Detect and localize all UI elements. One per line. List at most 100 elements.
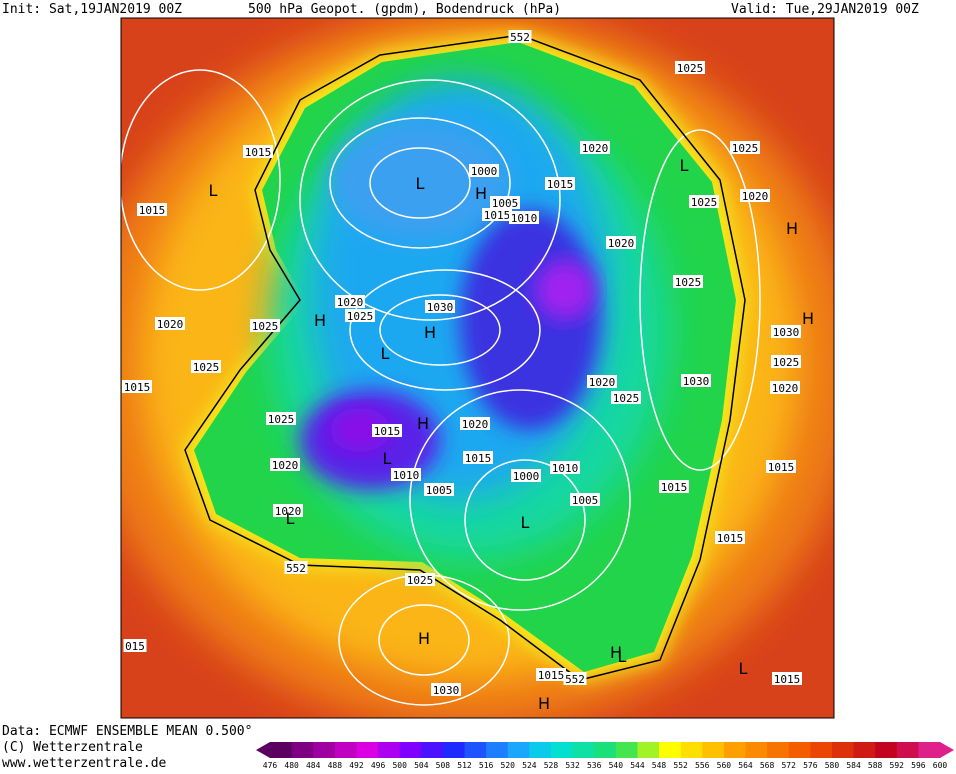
- isobar-label: 1025: [773, 356, 800, 369]
- label-box: [689, 195, 719, 208]
- isobar-label: 1015: [661, 481, 688, 494]
- isobar-label: 1015: [768, 461, 795, 474]
- data-source: Data: ECMWF ENSEMBLE MEAN 0.500°: [2, 724, 252, 739]
- colorbar-bin: [896, 742, 919, 758]
- isobar-label: 1025: [691, 196, 718, 209]
- colorbar-tick-label: 488: [328, 761, 343, 770]
- colorbar-tick-label: 544: [630, 761, 645, 770]
- colorbar-tick-label: 540: [609, 761, 624, 770]
- pressure-center: L: [739, 659, 748, 678]
- pressure-center: H: [424, 323, 436, 342]
- label-box: [730, 141, 760, 154]
- colorbar-tick-label: 576: [803, 761, 818, 770]
- pressure-center: L: [416, 174, 425, 193]
- label-box: [611, 391, 641, 404]
- isobar-label: 1000: [471, 165, 498, 178]
- isobar-label: 1020: [742, 190, 769, 203]
- label-box: [715, 531, 745, 544]
- label-box: [273, 504, 303, 517]
- label-box: [606, 236, 636, 249]
- pressure-center: L: [618, 647, 627, 666]
- colorbar-bin: [464, 742, 487, 758]
- colorbar-tick-label: 512: [457, 761, 472, 770]
- colorbar-bin: [767, 742, 790, 758]
- isobar-label: 1020: [462, 418, 489, 431]
- pressure-center: L: [209, 181, 218, 200]
- isobar-label: 1020: [157, 318, 184, 331]
- label-box: [122, 380, 152, 393]
- colorbar-bin: [486, 742, 509, 758]
- label-box: [675, 61, 705, 74]
- colorbar-bin: [637, 742, 660, 758]
- colorbar-bin: [572, 742, 595, 758]
- url: www.wetterzentrale.de: [2, 756, 167, 770]
- isobar-label: 1005: [572, 494, 599, 507]
- colorbar-bin: [291, 742, 314, 758]
- label-box: [673, 275, 703, 288]
- colorbar-tick-label: 532: [565, 761, 580, 770]
- isobar-label: 1030: [773, 326, 800, 339]
- isobar-label: 1020: [272, 459, 299, 472]
- colorbar-bin: [399, 742, 422, 758]
- colorbar-bin: [745, 742, 768, 758]
- label-box: [509, 211, 539, 224]
- pressure-center: L: [286, 509, 295, 528]
- label-box: [681, 374, 711, 387]
- pressure-center: H: [610, 643, 622, 662]
- colorbar-bin: [702, 742, 725, 758]
- label-box: [536, 668, 566, 681]
- colorbar-tick-label: 500: [392, 761, 407, 770]
- label-box: [266, 412, 296, 425]
- isobar-label: 1025: [613, 392, 640, 405]
- isobar-label: 1020: [589, 376, 616, 389]
- colorbar-tick-label: 520: [501, 761, 516, 770]
- label-box: [563, 672, 587, 685]
- colorbar-bin: [875, 742, 898, 758]
- label-box: [482, 208, 512, 221]
- label-box: [772, 672, 802, 685]
- colorbar-bin: [421, 742, 444, 758]
- label-box: [508, 30, 532, 43]
- isobar-label: 1025: [252, 320, 279, 333]
- pressure-center: L: [381, 344, 390, 363]
- label-box: [463, 451, 493, 464]
- label-box: [424, 483, 454, 496]
- isobar-label: 1030: [427, 301, 454, 314]
- isobar-label: 1015: [484, 209, 511, 222]
- colorbar-bin: [550, 742, 574, 758]
- label-box: [490, 196, 520, 209]
- colorbar-tick-label: 484: [306, 761, 321, 770]
- pressure-center: H: [538, 694, 550, 713]
- colorbar-tick-label: 476: [263, 761, 278, 770]
- isobar-label: 1015: [774, 673, 801, 686]
- pressure-center: L: [680, 156, 689, 175]
- colorbar-tick-label: 548: [652, 761, 667, 770]
- isobar-label: 1025: [268, 413, 295, 426]
- colorbar-bin: [810, 742, 833, 758]
- label-box: [372, 424, 402, 437]
- isobar-label: 1015: [245, 146, 272, 159]
- colorbar-bin: [442, 742, 466, 758]
- label-box: [425, 300, 455, 313]
- isobar-label: 1025: [677, 62, 704, 75]
- label-box: [431, 683, 461, 696]
- colorbar-tick-label: 536: [587, 761, 602, 770]
- isobar-label: 1005: [492, 197, 519, 210]
- map-frame: [120, 17, 835, 719]
- isobar-label: 1015: [547, 178, 574, 191]
- label-box: [771, 355, 801, 368]
- isobar-label: 552: [510, 31, 530, 44]
- init-time: Init: Sat,19JAN2019 00Z: [2, 2, 182, 17]
- colorbar-tick-label: 584: [846, 761, 861, 770]
- pressure-center: H: [786, 219, 798, 238]
- label-box: [766, 460, 796, 473]
- colorbar-bin: [918, 742, 941, 758]
- isobar-label: 1010: [393, 469, 420, 482]
- colorbar-bin: [594, 742, 617, 758]
- contour-552: [184, 34, 746, 681]
- label-box: [191, 360, 221, 373]
- map-title: 500 hPa Geopot. (gpdm), Bodendruck (hPa): [248, 2, 561, 17]
- label-box: [570, 493, 600, 506]
- colorbar-bin: [313, 742, 336, 758]
